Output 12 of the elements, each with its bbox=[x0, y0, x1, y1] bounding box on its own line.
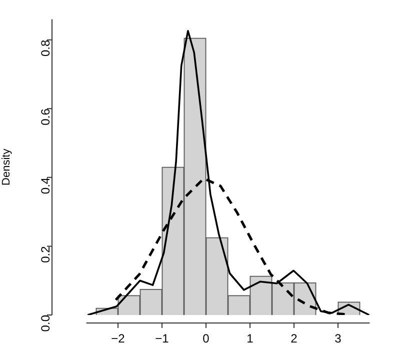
x-tick-label: 1 bbox=[246, 332, 254, 346]
y-axis-title: Density bbox=[0, 148, 13, 186]
x-tick-label: 0 bbox=[202, 332, 210, 346]
x-tick-label: −2 bbox=[111, 332, 126, 346]
x-tick-label: 2 bbox=[290, 332, 298, 346]
y-tick-label: 0.4 bbox=[38, 177, 52, 194]
x-tick-label: 3 bbox=[334, 332, 342, 346]
y-tick-label: 0.8 bbox=[38, 40, 52, 57]
y-tick-label: 0.0 bbox=[38, 314, 52, 332]
y-tick-label: 0.2 bbox=[38, 246, 52, 263]
y-tick-label: 0.6 bbox=[38, 108, 52, 126]
x-tick-label: −1 bbox=[155, 332, 170, 346]
